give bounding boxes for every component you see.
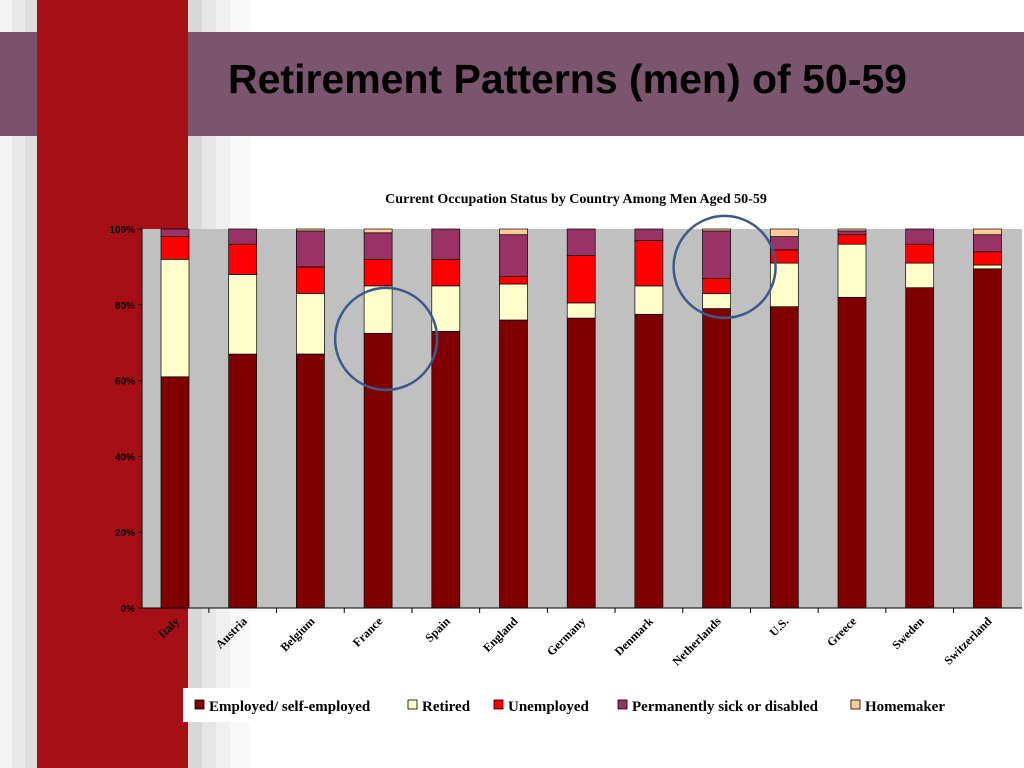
- legend: Employed/ self-employed Retired Unemployed…: [183, 688, 963, 722]
- bar-segment-denmark-1: [634, 285, 664, 315]
- legend-label: Unemployed: [508, 699, 589, 715]
- bar-segment-france-2: [363, 258, 393, 287]
- bar-segment-austria-1: [228, 274, 258, 355]
- x-tick-label: Belgium: [277, 614, 317, 654]
- slide-title: Retirement Patterns (men) of 50-59: [228, 56, 907, 102]
- legend-label: Employed/ self-employed: [209, 699, 371, 715]
- bar-segment-belgium-3: [296, 230, 325, 268]
- bar-segment-england-3: [499, 234, 528, 277]
- bar-segment-belgium-0: [296, 353, 325, 609]
- x-tick-label: U.S.: [766, 614, 791, 639]
- y-tick-label: 60%: [115, 377, 135, 388]
- bar-segment-greece-2: [837, 234, 867, 245]
- x-tick-label: France: [350, 614, 386, 650]
- legend-swatch: [850, 699, 861, 710]
- bar-segment-austria-3: [228, 228, 258, 245]
- bar-segment-france-3: [363, 232, 393, 260]
- left-fade-strip: [25, 0, 37, 768]
- bar-segment-spain-3: [431, 228, 461, 260]
- bar-segment-netherlands-1: [702, 293, 731, 309]
- y-tick-label: 80%: [115, 301, 135, 312]
- legend-swatch: [407, 699, 418, 710]
- legend-label: Retired: [422, 699, 471, 715]
- bar-segment-germany-0: [566, 317, 596, 609]
- x-tick-label: Greece: [824, 614, 860, 650]
- title-band-right: [188, 32, 1024, 136]
- annotation-circle: [672, 214, 777, 320]
- bar-segment-belgium-4: [296, 228, 325, 232]
- bar-segment-switzerland-2: [973, 251, 1002, 266]
- bar-segment-denmark-3: [634, 228, 664, 241]
- bar-segment-belgium-1: [296, 293, 325, 355]
- bar-segment-switzerland-0: [973, 268, 1002, 609]
- x-tick-label: England: [480, 614, 521, 655]
- bar-segment-sweden-2: [905, 243, 935, 264]
- bar-segment-belgium-2: [296, 266, 325, 294]
- bar-segment-netherlands-4: [702, 228, 731, 232]
- bar-segment-italy-2: [160, 236, 190, 260]
- bar-segment-sweden-0: [905, 287, 935, 609]
- bar-segment-italy-3: [160, 228, 190, 237]
- y-tick-label: 40%: [115, 452, 135, 463]
- bar-segment-denmark-2: [634, 240, 664, 287]
- bar-segment-greece-3: [837, 230, 867, 236]
- bars-group: [160, 228, 1002, 609]
- bar-segment-germany-3: [566, 228, 596, 256]
- bar-segment-england-0: [499, 319, 528, 609]
- left-fade-strip: [0, 0, 12, 768]
- bar-segment-spain-2: [431, 258, 461, 287]
- bar-segment-france-1: [363, 285, 393, 334]
- x-tick-label: Italy: [155, 614, 182, 641]
- bar-segment-switzerland-4: [973, 228, 1002, 236]
- bar-segment-england-1: [499, 283, 528, 321]
- bar-segment-greece-0: [837, 296, 867, 609]
- legend-swatch: [194, 699, 205, 710]
- bar-segment-england-2: [499, 276, 528, 285]
- x-tick-label: Denmark: [612, 614, 657, 659]
- y-tick-label: 0%: [121, 604, 136, 615]
- legend-swatch: [617, 699, 628, 710]
- x-tick-label: Sweden: [889, 614, 927, 652]
- bar-segment-france-4: [363, 228, 393, 234]
- chart-title: Current Occupation Status by Country Amo…: [385, 192, 767, 207]
- bar-segment-netherlands-3: [702, 230, 731, 279]
- bar-segment-u-s--0: [769, 306, 799, 609]
- annotation-circle: [333, 286, 439, 392]
- bar-segment-u-s--4: [769, 228, 799, 237]
- legend-label: Homemaker: [865, 699, 945, 715]
- bar-segment-greece-4: [837, 228, 867, 232]
- left-fade-strip: [12, 0, 25, 768]
- y-tick-label: 20%: [115, 528, 135, 539]
- bar-segment-italy-1: [160, 258, 190, 378]
- bar-segment-netherlands-2: [702, 277, 731, 294]
- x-tick-label: Germany: [544, 614, 588, 658]
- bar-segment-germany-1: [566, 302, 596, 319]
- bar-segment-germany-2: [566, 255, 596, 304]
- bar-segment-france-0: [363, 332, 393, 609]
- bar-segment-sweden-1: [905, 262, 935, 289]
- bar-segment-sweden-3: [905, 228, 935, 245]
- legend-box: [183, 688, 963, 722]
- x-tick-label: Spain: [422, 614, 453, 645]
- legend-swatch: [493, 699, 504, 710]
- annotations-group: [333, 214, 777, 392]
- bar-segment-greece-1: [837, 243, 867, 298]
- bar-segment-austria-0: [228, 353, 258, 609]
- bar-segment-italy-0: [160, 376, 190, 609]
- y-tick-label: 100%: [109, 225, 135, 236]
- bar-segment-austria-2: [228, 243, 258, 275]
- bar-segment-spain-0: [431, 330, 461, 609]
- bar-segment-switzerland-3: [973, 234, 1002, 253]
- bar-segment-netherlands-0: [702, 308, 731, 609]
- x-tick-label: Netherlands: [670, 614, 724, 668]
- bar-segment-denmark-0: [634, 313, 664, 609]
- bar-segment-switzerland-1: [973, 264, 1002, 270]
- bar-segment-u-s--3: [769, 236, 799, 251]
- legend-label: Permanently sick or disabled: [632, 699, 819, 715]
- x-tick-label: Switzerland: [941, 614, 994, 667]
- bar-segment-england-4: [499, 228, 528, 236]
- x-tick-label: Austria: [213, 614, 250, 651]
